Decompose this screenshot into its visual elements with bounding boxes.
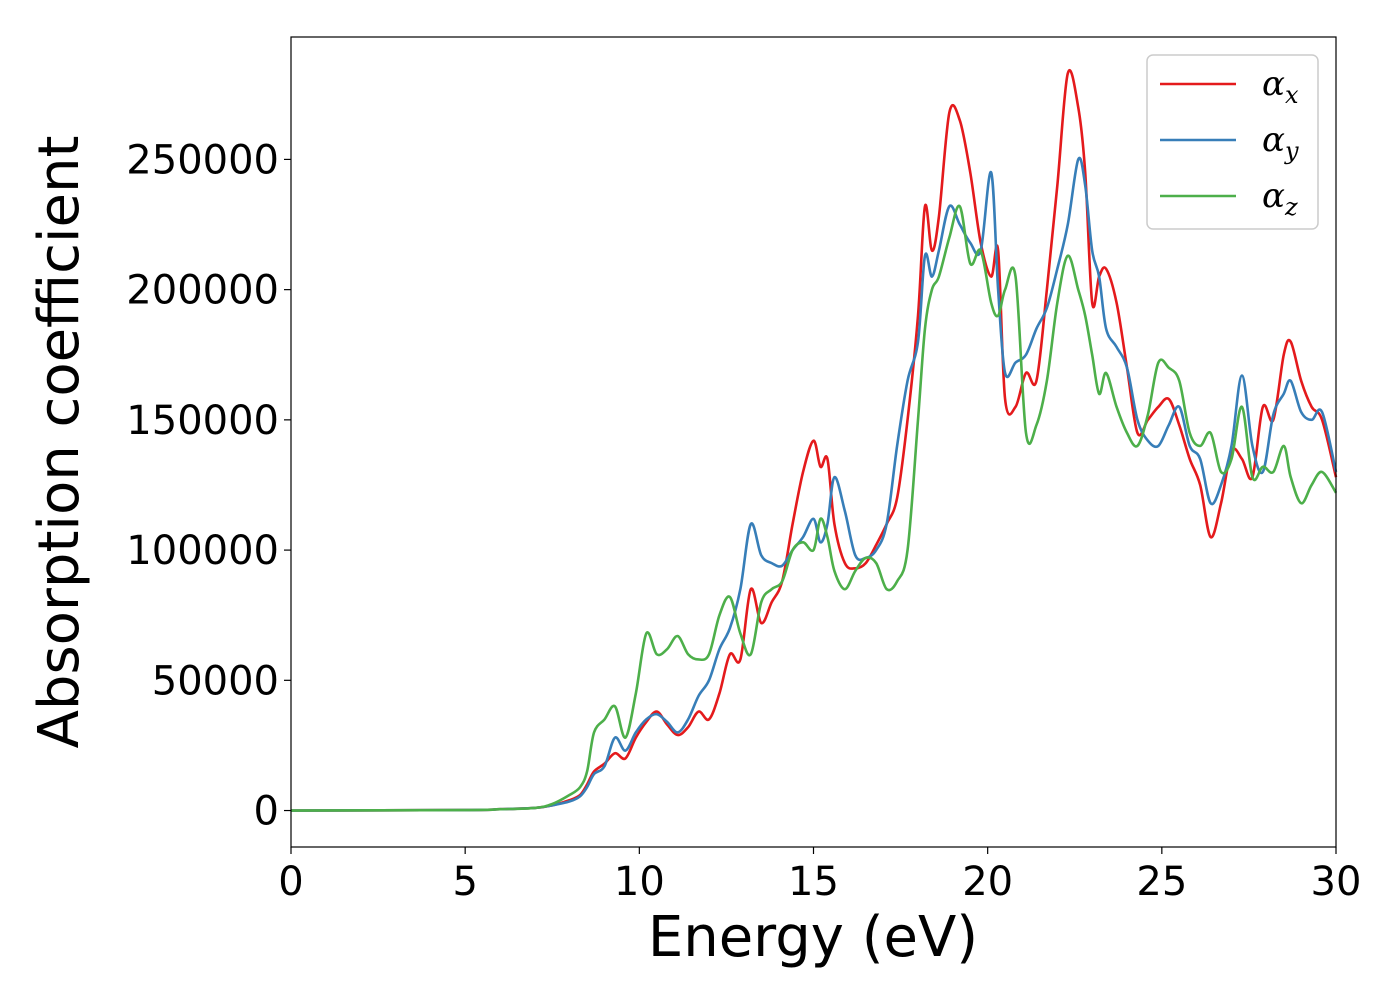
y-tick-label: 200000 (126, 268, 279, 314)
y-axis: 0 50000 100000 150000 200000 250000 (126, 137, 291, 835)
x-tick-label: 0 (278, 859, 303, 905)
legend-frame (1146, 54, 1319, 230)
x-tick-label: 15 (788, 859, 839, 905)
x-axis: 0 5 10 15 20 25 30 (278, 847, 1361, 905)
x-tick-label: 30 (1311, 859, 1362, 905)
y-tick-label: 50000 (152, 658, 279, 704)
legend-label-x: αx (1262, 64, 1299, 109)
x-tick-label: 20 (962, 859, 1013, 905)
legend-label-z: αz (1262, 176, 1298, 221)
x-axis-title: Energy (eV) (648, 905, 978, 970)
y-tick-label: 250000 (126, 137, 279, 183)
x-tick-label: 10 (614, 859, 665, 905)
series-layer (290, 69, 1338, 812)
series-line-x (290, 69, 1338, 812)
y-tick-label: 100000 (126, 528, 279, 574)
y-axis-title: Absorption coefficient (27, 136, 92, 749)
legend-label-y: αy (1262, 120, 1299, 165)
x-tick-label: 5 (452, 859, 477, 905)
x-tick-label: 25 (1136, 859, 1187, 905)
legend: αx αy αz (1146, 54, 1319, 230)
series-line-z (290, 204, 1338, 812)
y-tick-label: 150000 (126, 398, 279, 444)
y-tick-label: 0 (254, 789, 279, 835)
series-line-y (290, 156, 1338, 812)
